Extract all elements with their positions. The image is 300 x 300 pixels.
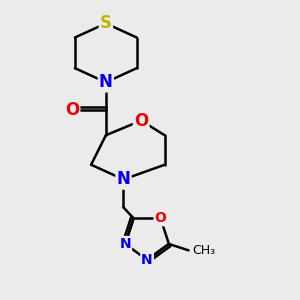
- Text: O: O: [65, 101, 79, 119]
- Text: O: O: [154, 211, 166, 225]
- Text: N: N: [117, 170, 130, 188]
- Text: N: N: [119, 237, 131, 251]
- Text: CH₃: CH₃: [192, 244, 215, 257]
- Text: N: N: [141, 253, 153, 267]
- Text: O: O: [134, 112, 148, 130]
- Text: S: S: [100, 14, 112, 32]
- Text: N: N: [99, 73, 113, 91]
